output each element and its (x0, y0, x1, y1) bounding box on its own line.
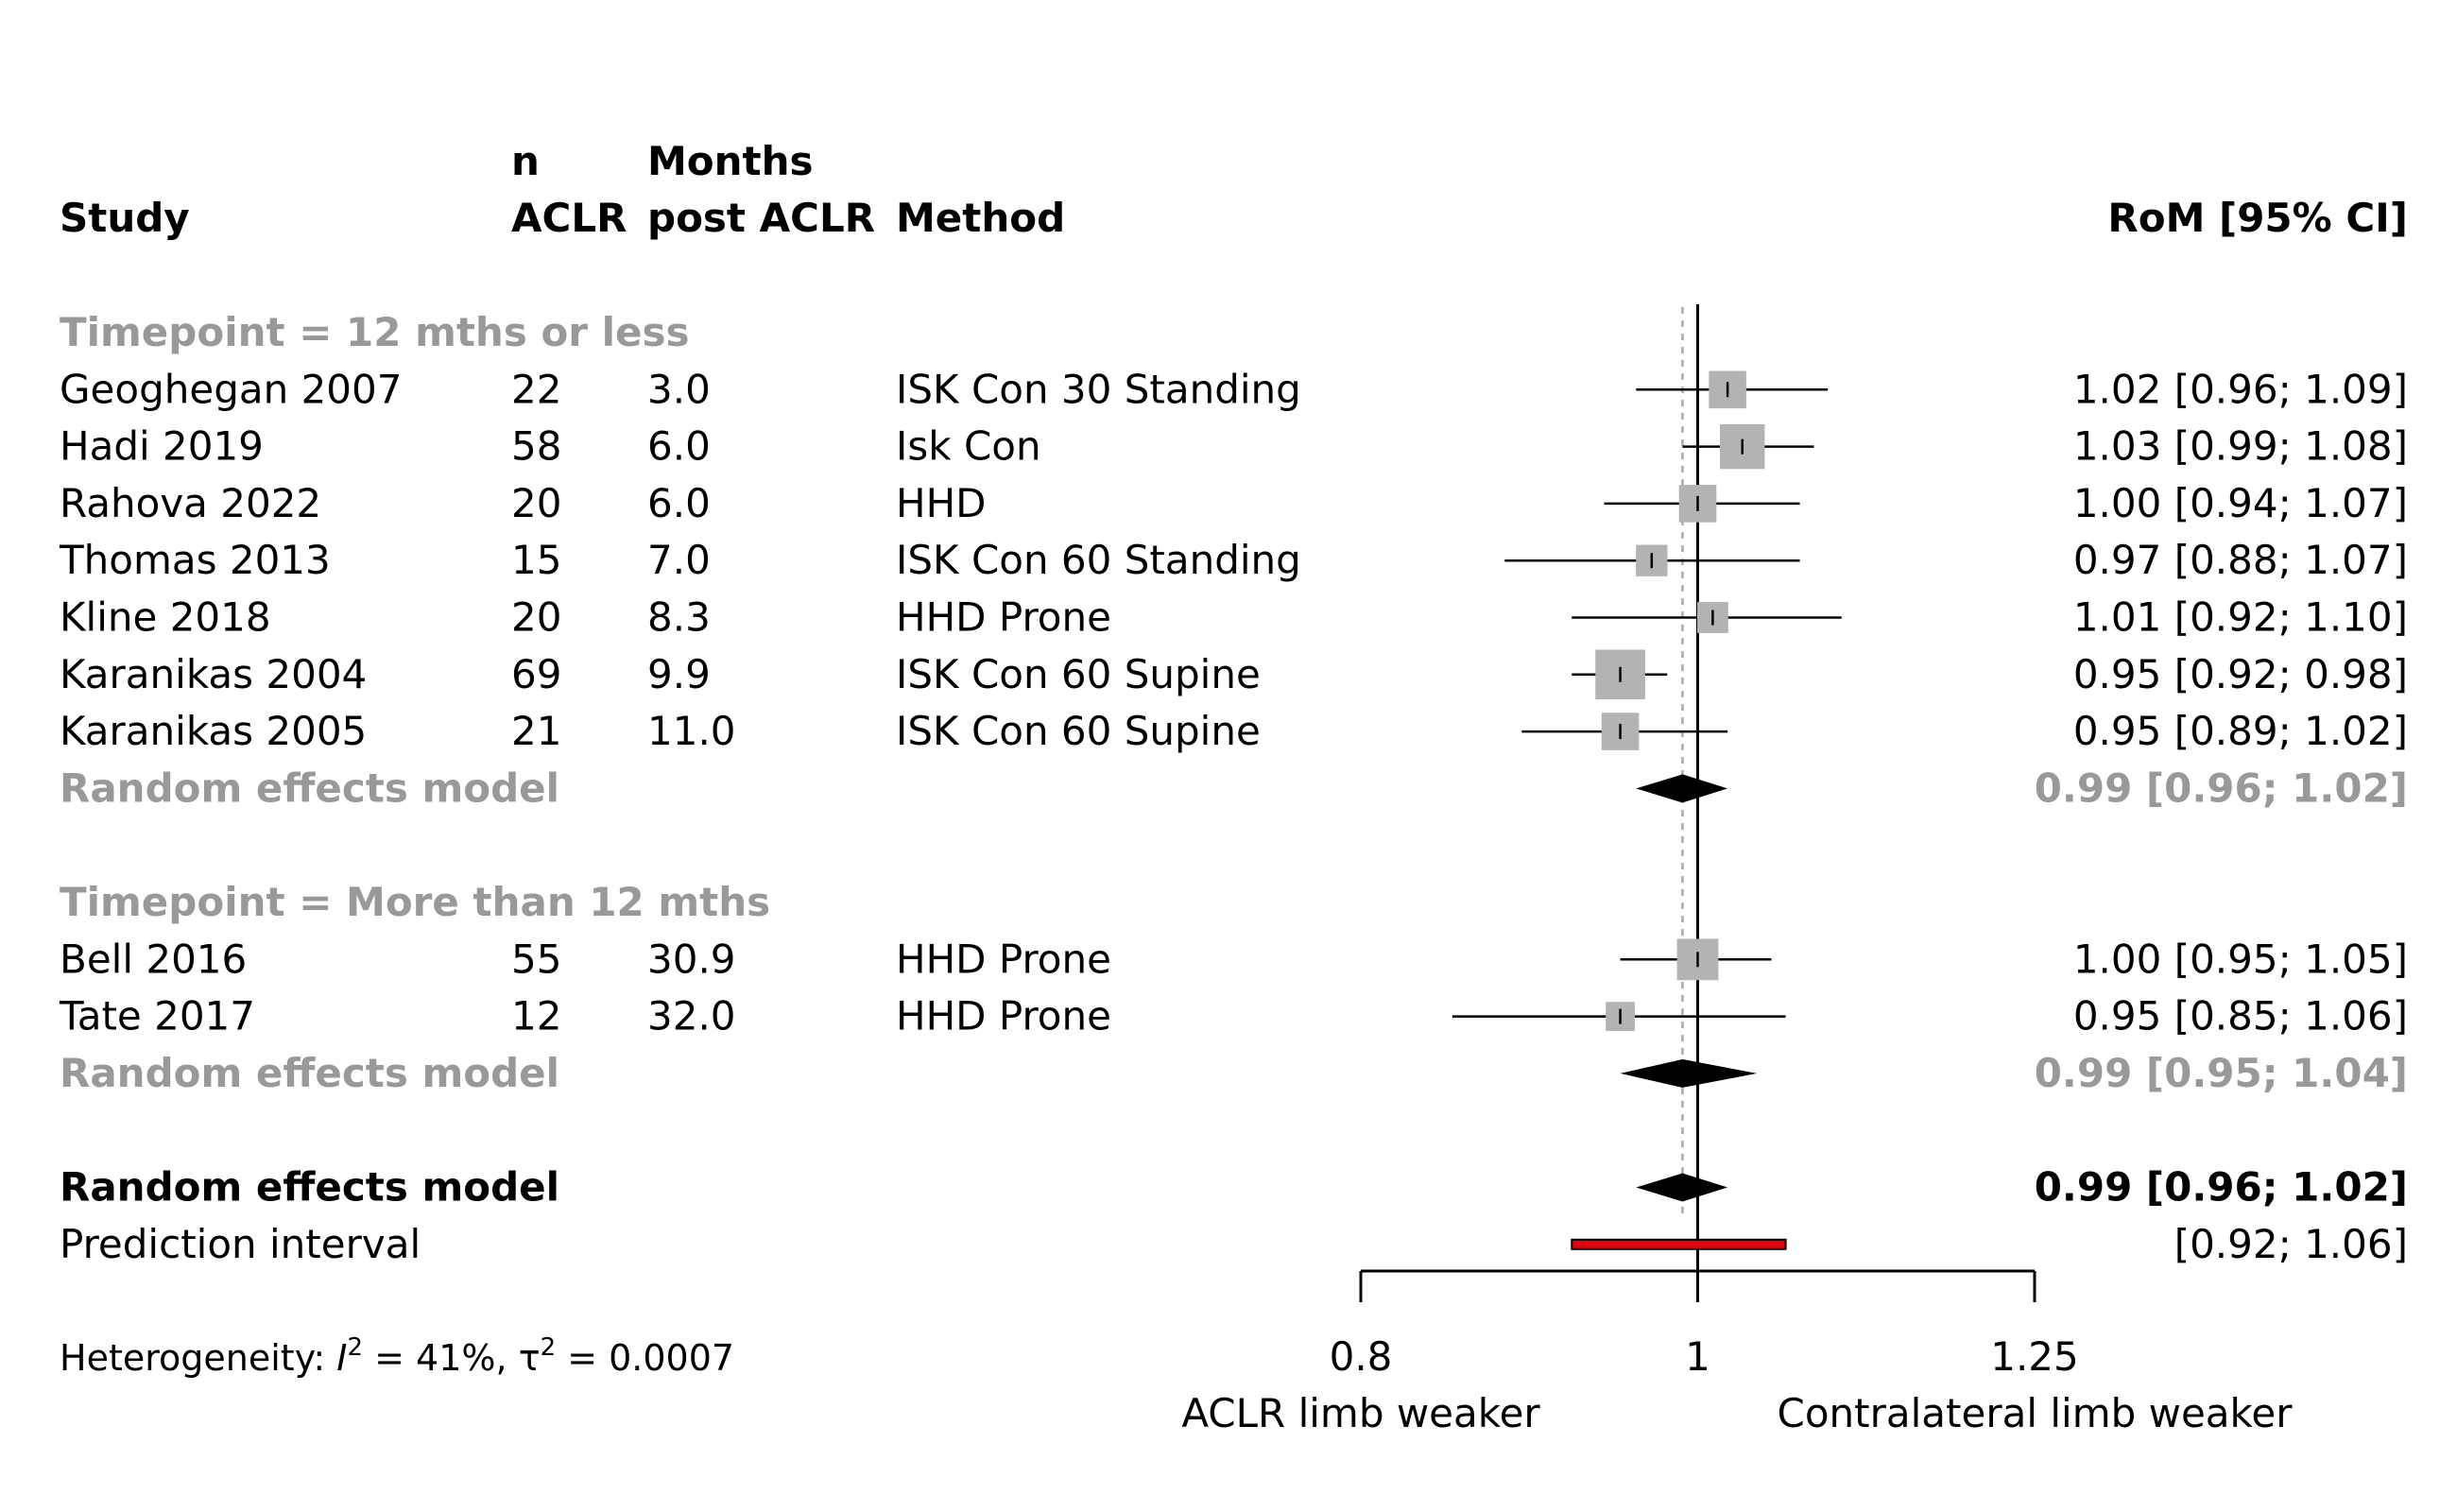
tau2-value: = 0.0007 (556, 1337, 734, 1379)
study-ci-text: 0.97 [0.88; 1.07] (2073, 537, 2408, 583)
study-months: 30.9 (647, 936, 736, 982)
study-ci-text: 0.95 [0.85; 1.06] (2073, 993, 2408, 1040)
x-axis-right-label: Contralateral limb weaker (1778, 1390, 2294, 1436)
study-method: ISK Con 60 Supine (896, 708, 1261, 754)
study-months: 8.3 (647, 594, 711, 641)
prediction-interval-ci-text: [0.92; 1.06] (2174, 1221, 2408, 1267)
x-tick-label: 1 (1685, 1333, 1710, 1380)
header-row: Study n ACLR Months post ACLR Method RoM… (60, 138, 2408, 241)
study-n: 20 (511, 594, 561, 641)
study-method: Isk Con (896, 423, 1041, 470)
prediction-interval-label: Prediction interval (60, 1221, 421, 1267)
study-rows: Timepoint = 12 mths or less Geoghegan 200… (59, 309, 2408, 1267)
study-n: 12 (511, 993, 561, 1040)
heterogeneity-text: Heterogeneity: I2 = 41%, τ2 = 0.0007 (60, 1333, 734, 1379)
x-axis-ticks: 0.8 1 1.25 (1330, 1271, 2079, 1380)
x-axis: 0.8 1 1.25 ACLR limb weaker Contralateral … (1181, 1269, 2294, 1436)
header-effect: RoM [95% CI] (2107, 195, 2408, 241)
study-months: 6.0 (647, 480, 711, 526)
study-n: 69 (511, 651, 561, 697)
header-study: Study (60, 195, 190, 241)
x-tick-label: 0.8 (1330, 1333, 1393, 1380)
study-method: HHD Prone (896, 594, 1111, 641)
study-name: Geoghegan 2007 (60, 366, 402, 412)
overall-diamond (1636, 1173, 1728, 1202)
study-method: HHD Prone (896, 993, 1111, 1040)
prediction-interval-bar (1571, 1238, 1787, 1250)
study-n: 21 (511, 708, 561, 754)
study-name: Rahova 2022 (60, 480, 321, 526)
study-ci-text: 1.02 [0.96; 1.09] (2073, 366, 2408, 412)
study-name: Kline 2018 (60, 594, 271, 641)
study-name: Karanikas 2004 (60, 651, 367, 697)
study-n: 55 (511, 936, 561, 982)
i2-value: = 41%, (363, 1337, 519, 1379)
study-months: 7.0 (647, 537, 711, 583)
study-method: ISK Con 30 Standing (896, 366, 1301, 412)
study-ci-text: 0.95 [0.92; 0.98] (2073, 651, 2408, 697)
study-method: HHD Prone (896, 936, 1111, 982)
tau2-symbol: τ (519, 1337, 541, 1379)
study-n: 20 (511, 480, 561, 526)
header-n-line1: n (511, 138, 540, 184)
study-months: 3.0 (647, 366, 711, 412)
study-ci-text: 1.00 [0.94; 1.07] (2073, 480, 2408, 526)
header-months-line2: post ACLR (647, 195, 875, 241)
study-ci-text: 1.03 [0.99; 1.08] (2073, 423, 2408, 470)
study-method: HHD (896, 480, 987, 526)
study-name: Karanikas 2005 (60, 708, 367, 754)
study-method: ISK Con 60 Standing (896, 537, 1301, 583)
i2-symbol: I (336, 1337, 347, 1379)
study-method: ISK Con 60 Supine (896, 651, 1261, 697)
tau2-superscript: 2 (541, 1333, 557, 1362)
study-months: 9.9 (647, 651, 711, 697)
study-name: Tate 2017 (59, 993, 255, 1040)
subgroup-label: Timepoint = More than 12 mths (60, 879, 770, 925)
subgroup-pooled-ci-text: 0.99 [0.96; 1.02] (2035, 765, 2408, 811)
header-method: Method (896, 195, 1065, 241)
study-ci-text: 1.01 [0.92; 1.10] (2073, 594, 2408, 641)
study-months: 11.0 (647, 708, 736, 754)
study-months: 6.0 (647, 423, 711, 470)
overall-ci-text: 0.99 [0.96; 1.02] (2035, 1164, 2408, 1211)
study-n: 15 (511, 537, 561, 583)
subgroup-pooled-diamond (1620, 1058, 1758, 1088)
subgroup-label: Timepoint = 12 mths or less (60, 309, 690, 355)
subgroup-pooled-diamond (1636, 774, 1728, 803)
study-ci-text: 1.00 [0.95; 1.05] (2073, 936, 2408, 982)
subgroup-pooled-label: Random effects model (60, 765, 559, 811)
plot-marks (1452, 370, 1842, 1250)
heterogeneity-prefix: Heterogeneity: (60, 1337, 336, 1379)
subgroup-pooled-label: Random effects model (60, 1050, 559, 1096)
study-n: 58 (511, 423, 561, 470)
x-tick-label: 1.25 (1990, 1333, 2079, 1380)
x-axis-left-label: ACLR limb weaker (1181, 1390, 1540, 1436)
header-n-line2: ACLR (511, 195, 627, 241)
study-months: 32.0 (647, 993, 736, 1040)
study-n: 22 (511, 366, 561, 412)
study-name: Thomas 2013 (59, 537, 331, 583)
study-name: Bell 2016 (60, 936, 247, 982)
study-ci-text: 0.95 [0.89; 1.02] (2073, 708, 2408, 754)
header-months-line1: Months (647, 138, 814, 184)
subgroup-pooled-ci-text: 0.99 [0.95; 1.04] (2035, 1050, 2408, 1096)
study-name: Hadi 2019 (60, 423, 264, 470)
i2-superscript: 2 (348, 1333, 364, 1362)
overall-label: Random effects model (60, 1164, 559, 1211)
